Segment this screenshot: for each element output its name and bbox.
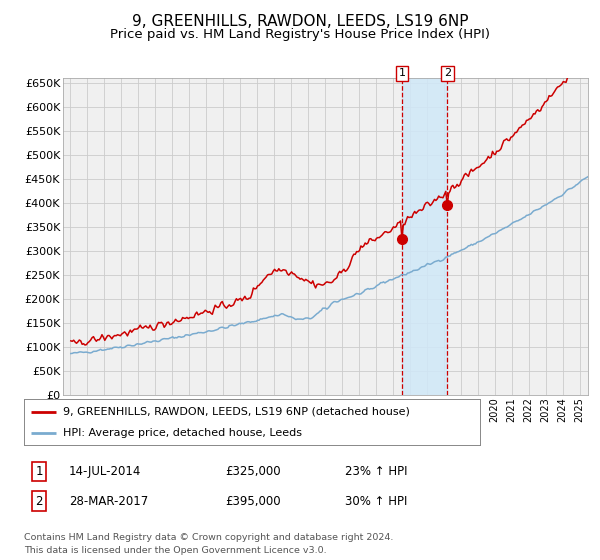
Text: HPI: Average price, detached house, Leeds: HPI: Average price, detached house, Leed… <box>63 428 302 438</box>
Text: 9, GREENHILLS, RAWDON, LEEDS, LS19 6NP: 9, GREENHILLS, RAWDON, LEEDS, LS19 6NP <box>132 14 468 29</box>
Text: 1: 1 <box>398 68 406 78</box>
Text: 9, GREENHILLS, RAWDON, LEEDS, LS19 6NP (detached house): 9, GREENHILLS, RAWDON, LEEDS, LS19 6NP (… <box>63 407 410 417</box>
Text: £395,000: £395,000 <box>225 494 281 508</box>
Text: 1: 1 <box>35 465 43 478</box>
Text: £325,000: £325,000 <box>225 465 281 478</box>
Text: 23% ↑ HPI: 23% ↑ HPI <box>345 465 407 478</box>
Text: 14-JUL-2014: 14-JUL-2014 <box>69 465 142 478</box>
Text: 28-MAR-2017: 28-MAR-2017 <box>69 494 148 508</box>
Text: 2: 2 <box>443 68 451 78</box>
Text: 30% ↑ HPI: 30% ↑ HPI <box>345 494 407 508</box>
Text: Price paid vs. HM Land Registry's House Price Index (HPI): Price paid vs. HM Land Registry's House … <box>110 28 490 41</box>
Bar <box>402 78 447 395</box>
Text: 2: 2 <box>35 494 43 508</box>
Text: Contains HM Land Registry data © Crown copyright and database right 2024.
This d: Contains HM Land Registry data © Crown c… <box>24 533 394 556</box>
